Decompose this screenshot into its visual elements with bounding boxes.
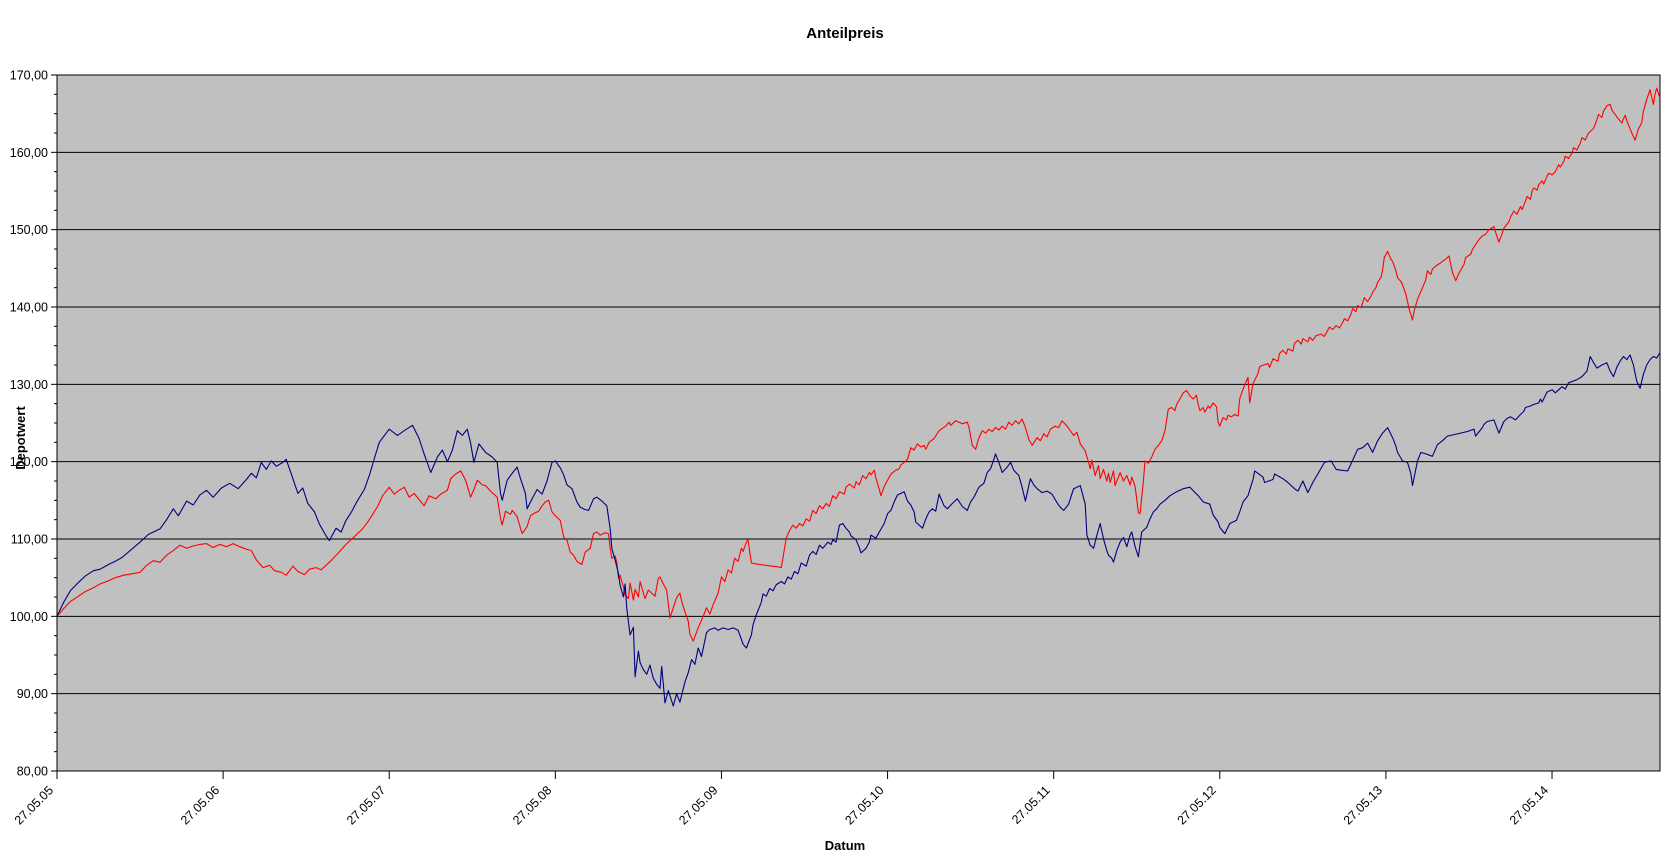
plot-background — [57, 75, 1660, 771]
y-tick-label: 90,00 — [17, 687, 48, 701]
x-axis-title: Datum — [825, 838, 865, 853]
y-axis-title: Depotwert — [13, 406, 28, 470]
x-tick-label: 27.05.11 — [1009, 783, 1053, 827]
series-1-red-line — [56, 87, 1661, 642]
y-tick-label: 160,00 — [10, 146, 48, 160]
series-2-blue-line — [56, 352, 1661, 707]
y-tick-label: 80,00 — [17, 765, 48, 779]
y-tick-label: 100,00 — [10, 610, 48, 624]
x-tick-label: 27.05.14 — [1507, 783, 1551, 827]
plot-area: 80,00 90,00 100,00 110,00 120,00 130,00 140,00… — [10, 69, 1661, 828]
x-tick-label: 27.05.05 — [12, 783, 56, 827]
y-tick-label: 130,00 — [10, 378, 48, 392]
x-tick-label: 27.05.07 — [344, 783, 388, 827]
x-tick-label: 27.05.13 — [1341, 783, 1385, 827]
y-tick-label: 170,00 — [10, 69, 48, 83]
x-tick-label: 27.05.06 — [178, 783, 222, 827]
chart-title: Anteilpreis — [806, 25, 884, 42]
x-tick-label: 27.05.09 — [676, 783, 720, 827]
x-tick-label: 27.05.10 — [842, 783, 886, 827]
x-tick-label: 27.05.08 — [510, 783, 554, 827]
y-tick-label: 120,00 — [10, 455, 48, 469]
y-tick-label: 150,00 — [10, 223, 48, 237]
y-tick-label: 140,00 — [10, 301, 48, 315]
x-tick-label: 27.05.12 — [1175, 783, 1219, 827]
y-tick-label: 110,00 — [11, 533, 48, 547]
